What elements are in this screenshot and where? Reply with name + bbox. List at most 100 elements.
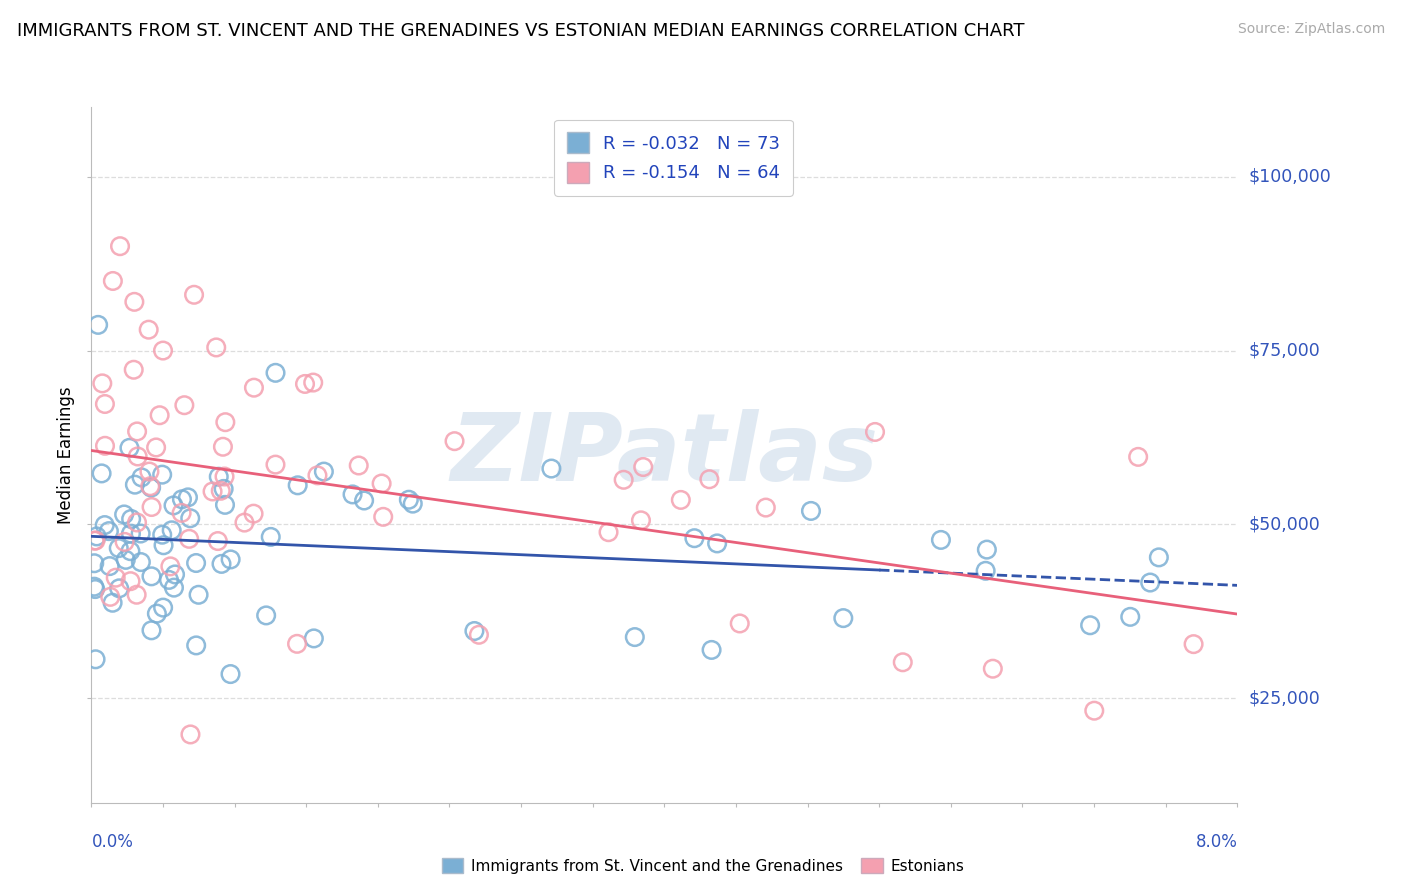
Point [398,492,420,507]
Text: 8.0%: 8.0% [1195,833,1237,851]
Point [254,608,277,623]
Point [219,667,242,681]
Point [624,630,647,644]
Point [118,441,141,455]
Y-axis label: Median Earnings: Median Earnings [58,386,76,524]
Point [138,465,160,479]
Point [302,632,325,646]
Text: ZIPatlas: ZIPatlas [450,409,879,501]
Text: Source: ZipAtlas.com: Source: ZipAtlas.com [1237,22,1385,37]
Point [160,524,183,538]
Point [83,556,105,570]
Point [214,469,236,483]
Point [173,398,195,412]
Point [209,483,232,498]
Point [152,538,174,552]
Point [233,516,256,530]
Point [141,569,163,583]
Point [83,533,105,548]
Point [162,499,184,513]
Point [124,294,146,309]
Point [631,460,654,475]
Point [114,553,136,567]
Point [125,516,148,530]
Point [242,507,264,521]
Point [463,624,485,638]
Point [207,534,229,549]
Point [120,544,142,558]
Point [468,628,491,642]
Point [187,588,209,602]
Point [1147,550,1170,565]
Point [699,472,721,486]
Point [353,493,375,508]
Point [177,491,200,505]
Point [832,611,855,625]
Point [104,571,127,585]
Point [307,468,329,483]
Point [373,509,395,524]
Point [129,526,152,541]
Point [120,512,142,526]
Point [84,652,107,666]
Point [214,498,236,512]
Point [94,397,117,411]
Text: $25,000: $25,000 [1249,690,1320,707]
Point [540,461,562,475]
Point [863,425,886,439]
Point [264,458,287,472]
Point [120,526,142,541]
Point [97,524,120,538]
Point [891,655,914,669]
Point [170,492,193,507]
Point [84,533,107,548]
Point [212,482,235,496]
Point [107,541,129,555]
Text: $100,000: $100,000 [1249,168,1331,186]
Point [108,582,131,596]
Point [127,425,149,439]
Point [728,616,751,631]
Point [347,458,370,473]
Point [1083,704,1105,718]
Point [243,381,266,395]
Text: IMMIGRANTS FROM ST. VINCENT AND THE GRENADINES VS ESTONIAN MEDIAN EARNINGS CORRE: IMMIGRANTS FROM ST. VINCENT AND THE GREN… [17,22,1025,40]
Point [146,607,169,621]
Point [86,529,108,543]
Point [108,239,131,253]
Point [219,552,242,566]
Point [98,590,121,604]
Point [260,530,283,544]
Point [755,500,778,515]
Point [129,555,152,569]
Legend: R = -0.032   N = 73, R = -0.154   N = 64: R = -0.032 N = 73, R = -0.154 N = 64 [554,120,793,195]
Point [1182,637,1205,651]
Point [127,450,149,464]
Point [302,376,325,390]
Point [87,318,110,332]
Point [800,504,823,518]
Point [145,441,167,455]
Point [981,662,1004,676]
Point [700,643,723,657]
Point [163,567,186,582]
Legend: Immigrants from St. Vincent and the Grenadines, Estonians: Immigrants from St. Vincent and the Gren… [436,852,970,880]
Point [208,469,231,483]
Point [114,534,136,549]
Point [342,487,364,501]
Point [141,500,163,514]
Point [101,274,124,288]
Point [186,639,208,653]
Point [613,473,636,487]
Point [184,556,207,570]
Point [170,506,193,520]
Point [150,467,173,482]
Point [443,434,465,449]
Point [683,531,706,545]
Point [630,513,652,527]
Point [598,525,620,540]
Point [94,439,117,453]
Point [131,470,153,484]
Point [157,573,180,587]
Point [294,376,316,391]
